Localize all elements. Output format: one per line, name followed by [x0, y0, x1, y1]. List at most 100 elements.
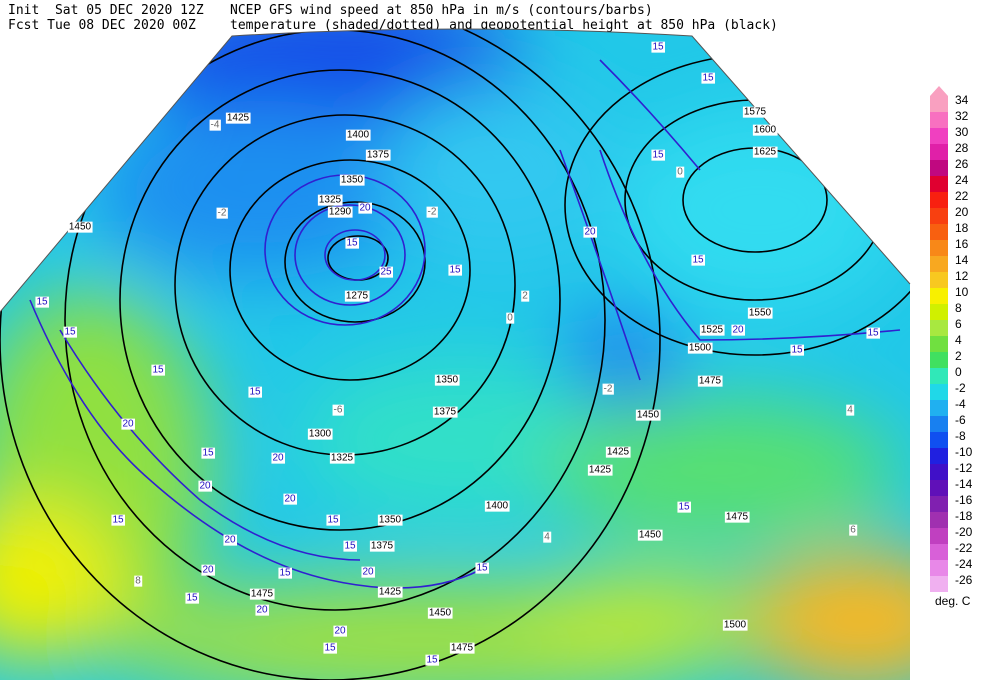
height-label: 1425 [379, 587, 402, 598]
label-background [344, 290, 370, 302]
temperature-label: 4 [847, 405, 853, 416]
wind-label: 20 [202, 565, 214, 576]
colorbar-swatch [930, 96, 948, 112]
label-background [216, 207, 228, 219]
height-label: 1325 [319, 195, 342, 206]
wind-label: 15 [652, 150, 664, 161]
label-background [326, 514, 340, 526]
label-background [249, 588, 275, 600]
label-background [198, 480, 212, 492]
temperature-label: -2 [428, 207, 437, 218]
label-background [677, 501, 691, 513]
label-background [583, 226, 597, 238]
contour [229, 159, 471, 381]
label-background [651, 149, 665, 161]
wind-label: 25 [380, 267, 392, 278]
colorbar-label: 20 [955, 205, 969, 219]
wind-label: 15 [867, 328, 879, 339]
height-label: 1425 [227, 113, 250, 124]
colorbar-label: 16 [955, 237, 969, 251]
shade [520, 570, 760, 670]
colorbar-label: 30 [955, 125, 969, 139]
label-background [448, 264, 462, 276]
label-background [185, 592, 199, 604]
colorbar-swatch [930, 384, 948, 400]
label-background [307, 428, 333, 440]
shade [560, 310, 680, 410]
colorbar-swatch [930, 160, 948, 176]
colorbar-label: -26 [955, 573, 973, 587]
label-background [358, 202, 372, 214]
colorbar-swatch [930, 256, 948, 272]
label-background [602, 383, 614, 395]
contour [294, 204, 406, 306]
label-background [722, 619, 748, 631]
colorbar-swatch [930, 464, 948, 480]
temperature-label: 8 [135, 576, 141, 587]
colorbar-swatch [930, 304, 948, 320]
label-background [427, 607, 453, 619]
wind-label: 15 [692, 255, 704, 266]
colorbar-swatch [930, 400, 948, 416]
label-background [846, 404, 855, 416]
label-background [63, 326, 77, 338]
label-background [697, 375, 723, 387]
wind-label: 15 [346, 238, 358, 249]
colorbar-swatch [930, 288, 948, 304]
label-background [111, 514, 125, 526]
label-background [691, 254, 705, 266]
temperature-label: -2 [218, 208, 227, 219]
height-label: 1475 [451, 643, 474, 654]
label-background [849, 524, 858, 536]
temperature-label: -6 [334, 405, 343, 416]
colorbar-label: 2 [955, 349, 962, 363]
wind-label: 20 [256, 605, 268, 616]
colorbar-swatch [930, 176, 948, 192]
contour [119, 69, 561, 531]
colorbar-swatch [930, 496, 948, 512]
wind-label: 15 [279, 568, 291, 579]
colorbar-label: 4 [955, 333, 962, 347]
label-background [687, 342, 713, 354]
height-label: 1500 [724, 620, 747, 631]
colorbar-swatch [930, 128, 948, 144]
label-background [379, 266, 393, 278]
height-label: 1525 [701, 325, 724, 336]
label-background [377, 586, 403, 598]
label-background [484, 500, 510, 512]
wind-label: 15 [702, 73, 714, 84]
label-background [752, 124, 778, 136]
label-background [361, 566, 375, 578]
colorbar-arrow [930, 86, 948, 96]
height-label: 1325 [331, 453, 354, 464]
colorbar-label: -12 [955, 461, 973, 475]
height-label: 1450 [637, 410, 660, 421]
label-background [151, 364, 165, 376]
colorbar-swatch [930, 240, 948, 256]
label-background [434, 374, 460, 386]
label-background [317, 194, 343, 206]
contour [599, 59, 701, 171]
colorbar-label: 0 [955, 365, 962, 379]
map-border [0, 28, 911, 313]
label-background [248, 386, 262, 398]
shade [300, 360, 620, 520]
shade [620, 110, 900, 310]
colorbar-label: -4 [955, 397, 966, 411]
colorbar-label: -16 [955, 493, 973, 507]
label-background [121, 418, 135, 430]
label-background [605, 446, 631, 458]
label-background [543, 531, 552, 543]
shade [90, 100, 430, 280]
colorbar-label: 34 [955, 93, 969, 107]
wind-label: 15 [249, 387, 261, 398]
label-background [651, 41, 665, 53]
contour-labels: 1450142514001375135013251290127515751600… [35, 41, 880, 666]
label-background [790, 344, 804, 356]
colorbar-swatch [930, 272, 948, 288]
label-background [635, 409, 661, 421]
colorbar-label: 18 [955, 221, 969, 235]
